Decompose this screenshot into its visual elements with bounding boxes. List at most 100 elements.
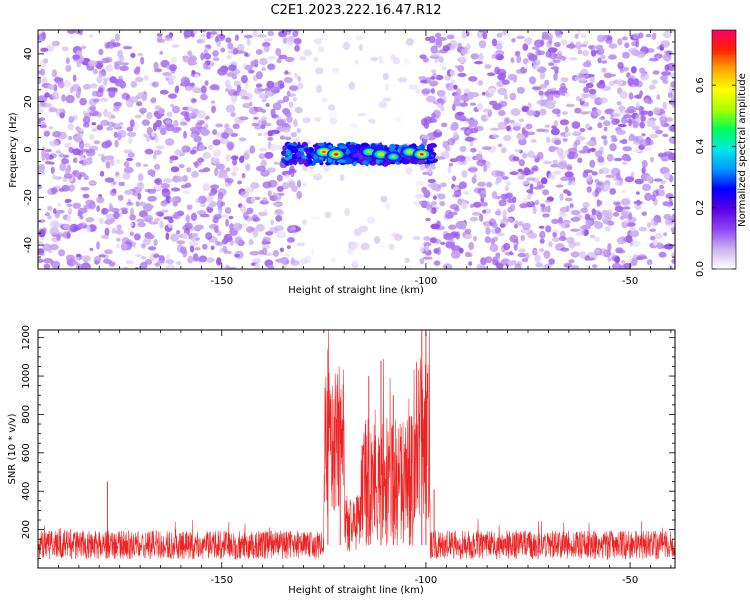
heatmap-noise-blob <box>285 56 295 63</box>
heatmap-noise-blob <box>299 56 307 61</box>
heatmap-noise-blob <box>608 43 618 49</box>
heatmap-noise-blob <box>483 164 488 172</box>
heatmap-noise-blob <box>254 263 260 269</box>
heatmap-noise-blob <box>353 259 358 266</box>
heatmap-noise-blob <box>282 37 288 44</box>
heatmap-noise-blob <box>191 70 196 75</box>
heatmap-noise-blob <box>639 139 649 147</box>
heatmap-noise-blob <box>594 187 602 194</box>
heatmap-noise-blob <box>225 37 232 43</box>
heatmap-noise-blob <box>202 183 210 192</box>
heatmap-noise-blob <box>213 225 219 233</box>
heatmap-noise-blob <box>574 33 579 39</box>
heatmap-noise-blob <box>123 166 134 174</box>
heatmap-noise-blob <box>440 241 446 245</box>
signal-peak <box>391 155 396 158</box>
heatmap-noise-blob <box>267 55 277 60</box>
heatmap-noise-blob <box>459 55 468 64</box>
heatmap-noise-blob <box>425 244 429 252</box>
heatmap-noise-blob <box>191 233 199 238</box>
heatmap-noise-blob <box>330 257 337 263</box>
heatmap-noise-blob <box>169 64 177 72</box>
heatmap-noise-blob <box>405 38 414 46</box>
heatmap-noise-blob <box>40 47 49 52</box>
heatmap-noise-blob <box>160 127 167 136</box>
heatmap-noise-blob <box>456 221 463 230</box>
heatmap-noise-blob <box>98 72 107 78</box>
heatmap-noise-blob <box>566 236 575 244</box>
heatmap-noise-blob <box>450 79 456 84</box>
heatmap-noise-blob <box>440 182 447 188</box>
figure-title: C2E1.2023.222.16.47.R12 <box>270 3 441 18</box>
heatmap-noise-blob <box>85 199 95 206</box>
heatmap-noise-blob <box>82 83 92 90</box>
heatmap-noise-blob <box>509 92 517 101</box>
heatmap-noise-blob <box>177 210 185 217</box>
heatmap-noise-blob <box>558 236 567 242</box>
heatmap-noise-blob <box>538 90 544 96</box>
heatmap-noise-blob <box>625 156 632 162</box>
heatmap-noise-blob <box>202 151 212 159</box>
heatmap-noise-blob <box>43 263 51 269</box>
heatmap-noise-blob <box>269 143 278 152</box>
heatmap-noise-blob <box>314 117 321 122</box>
heatmap-noise-blob <box>397 77 408 83</box>
heatmap-noise-blob <box>258 211 268 217</box>
heatmap-noise-blob <box>521 258 529 263</box>
heatmap-noise-blob <box>284 111 292 117</box>
heatmap-noise-blob <box>445 82 456 91</box>
heatmap-noise-blob <box>203 53 212 60</box>
heatmap-noise-blob <box>129 119 135 128</box>
heatmap-noise-blob <box>564 149 570 156</box>
heatmap-noise-blob <box>104 208 112 213</box>
heatmap-noise-blob <box>225 104 236 113</box>
heatmap-noise-blob <box>38 229 46 238</box>
signal-band-blob <box>301 142 307 147</box>
heatmap-noise-blob <box>378 101 388 109</box>
heatmap-noise-blob <box>431 112 436 119</box>
heatmap-noise-blob <box>419 164 425 171</box>
heatmap-noise-blob <box>353 228 362 236</box>
heatmap-noise-blob <box>430 223 441 230</box>
heatmap-noise-blob <box>65 57 70 64</box>
heatmap-noise-blob <box>238 137 247 142</box>
heatmap-noise-blob <box>511 38 516 43</box>
heatmap-noise-blob <box>93 98 100 103</box>
heatmap-noise-blob <box>664 64 670 72</box>
heatmap-noise-blob <box>276 231 287 239</box>
heatmap-noise-blob <box>614 78 623 86</box>
heatmap-noise-blob <box>227 42 234 50</box>
signal-band-blob <box>343 157 352 165</box>
heatmap-noise-blob <box>454 189 462 198</box>
colorbar: 0.0 0.2 0.4 0.6 Normalized spectral amplitu… <box>695 29 748 277</box>
heatmap-noise-blob <box>104 220 112 225</box>
y-tick-label: 0 <box>23 146 34 152</box>
heatmap-noise-blob <box>91 122 97 126</box>
heatmap-noise-blob <box>622 146 632 152</box>
heatmap-noise-blob <box>367 216 376 224</box>
heatmap-noise-blob <box>328 104 336 111</box>
heatmap-noise-blob <box>482 146 492 150</box>
heatmap-noise-blob <box>543 206 550 213</box>
heatmap-noise-blob <box>516 55 522 64</box>
heatmap-noise-blob <box>620 264 627 269</box>
heatmap-noise-blob <box>275 215 283 222</box>
heatmap-noise-blob <box>439 201 446 207</box>
heatmap-noise-blob <box>239 204 247 213</box>
heatmap-noise-blob <box>348 81 356 90</box>
heatmap-noise-blob <box>267 137 274 141</box>
heatmap-noise-blob <box>123 161 130 168</box>
heatmap-noise-blob <box>429 80 439 87</box>
snr-plot-area <box>38 330 675 561</box>
heatmap-noise-blob <box>65 94 75 104</box>
heatmap-noise-blob <box>497 87 508 96</box>
heatmap-noise-blob <box>596 212 603 220</box>
heatmap-noise-blob <box>187 50 193 56</box>
heatmap-noise-blob <box>49 227 60 236</box>
heatmap-noise-blob <box>160 183 170 189</box>
signal-band-blob <box>297 150 301 158</box>
heatmap-noise-blob <box>497 121 508 130</box>
signal-band-blob <box>288 158 297 164</box>
heatmap-noise-blob <box>72 83 80 92</box>
heatmap-noise-blob <box>170 56 177 65</box>
